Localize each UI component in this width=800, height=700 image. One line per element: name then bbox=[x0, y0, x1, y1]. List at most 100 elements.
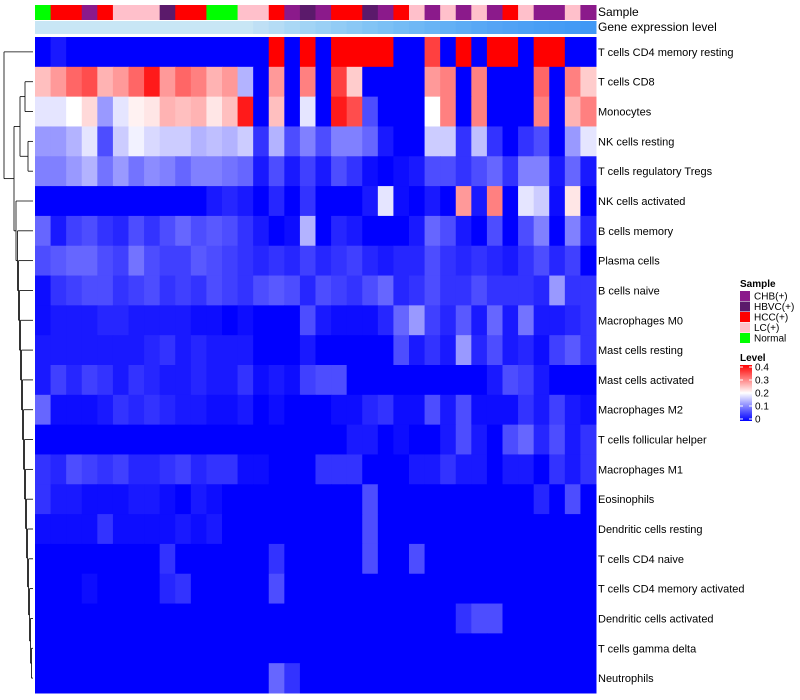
heatmap-cell bbox=[190, 543, 207, 575]
heatmap-cell bbox=[206, 215, 223, 247]
heatmap-cell bbox=[222, 543, 239, 575]
heatmap-cell bbox=[253, 305, 270, 336]
heatmap-cell bbox=[346, 603, 363, 634]
heatmap-cell bbox=[455, 37, 472, 68]
heatmap-cell bbox=[175, 603, 192, 634]
heatmap-cell bbox=[112, 215, 129, 247]
heatmap-cell bbox=[486, 126, 503, 157]
heatmap-cell bbox=[159, 484, 176, 515]
heatmap-cell bbox=[331, 603, 348, 634]
heatmap-cell bbox=[190, 156, 207, 187]
heatmap-cell bbox=[315, 156, 332, 187]
heatmap-cell bbox=[471, 96, 488, 127]
heatmap-cell bbox=[35, 543, 52, 575]
heatmap-cell bbox=[486, 96, 503, 127]
heatmap-cell bbox=[284, 186, 301, 217]
heatmap-cell bbox=[471, 603, 488, 634]
heatmap-cell bbox=[284, 305, 301, 336]
heatmap-cell bbox=[486, 245, 503, 277]
heatmap-cell bbox=[471, 305, 488, 336]
heatmap-cell bbox=[533, 37, 550, 68]
heatmap-cell bbox=[112, 96, 129, 127]
heatmap-cell bbox=[299, 573, 316, 605]
heatmap-cell bbox=[144, 663, 161, 694]
legend-label: HBVC(+) bbox=[754, 302, 794, 313]
heatmap-cell bbox=[533, 335, 550, 366]
heatmap-cell bbox=[112, 37, 129, 68]
heatmap-cell bbox=[549, 573, 566, 605]
heatmap-cell bbox=[50, 663, 67, 694]
heatmap-cell bbox=[440, 424, 457, 455]
sample-annotation-cell bbox=[377, 5, 394, 20]
heatmap-cell bbox=[159, 275, 176, 306]
heatmap-cell bbox=[440, 96, 457, 127]
heatmap-cell bbox=[175, 543, 192, 575]
heatmap-cell bbox=[284, 245, 301, 277]
heatmap-cell bbox=[253, 543, 270, 575]
heatmap-cell bbox=[81, 126, 98, 157]
heatmap-cell bbox=[564, 156, 581, 187]
heatmap-cell bbox=[222, 245, 239, 277]
heatmap-cell bbox=[315, 633, 332, 664]
expression-annotation-cell bbox=[533, 21, 550, 34]
heatmap-cell bbox=[393, 66, 410, 98]
heatmap-cell bbox=[455, 245, 472, 277]
heatmap-cell bbox=[471, 424, 488, 455]
heatmap-cell bbox=[549, 454, 566, 485]
heatmap-cell bbox=[455, 484, 472, 515]
heatmap-cell bbox=[440, 394, 457, 426]
heatmap-cell bbox=[299, 394, 316, 426]
annotation-label-sample: Sample bbox=[598, 5, 639, 19]
heatmap-cell bbox=[331, 424, 348, 455]
heatmap-cell bbox=[190, 245, 207, 277]
heatmap-cell bbox=[549, 424, 566, 455]
heatmap-cell bbox=[549, 186, 566, 217]
heatmap-cell bbox=[175, 126, 192, 157]
heatmap-cell bbox=[206, 186, 223, 217]
heatmap-cell bbox=[346, 573, 363, 605]
legend-tick-label: 0.3 bbox=[755, 376, 769, 387]
heatmap-cell bbox=[393, 305, 410, 336]
heatmap-cell bbox=[268, 633, 285, 664]
heatmap-cell bbox=[440, 365, 457, 396]
heatmap-cell bbox=[112, 484, 129, 515]
heatmap-cell bbox=[159, 573, 176, 605]
heatmap-cell bbox=[455, 603, 472, 634]
row-label: Dendritic cells activated bbox=[598, 613, 714, 625]
heatmap-cell bbox=[268, 424, 285, 455]
expression-annotation-cell bbox=[50, 21, 67, 34]
heatmap-cell bbox=[50, 96, 67, 127]
heatmap-cell bbox=[518, 275, 535, 306]
heatmap-cell bbox=[315, 335, 332, 366]
heatmap-cell bbox=[237, 275, 254, 306]
heatmap-cell bbox=[377, 126, 394, 157]
heatmap-cell bbox=[81, 663, 98, 694]
heatmap-cell bbox=[362, 37, 379, 68]
heatmap-cell bbox=[409, 424, 426, 455]
heatmap-cell bbox=[362, 215, 379, 247]
heatmap-cell bbox=[222, 335, 239, 366]
sample-annotation-cell bbox=[502, 5, 519, 20]
heatmap-cell bbox=[580, 37, 597, 68]
heatmap-cell bbox=[424, 37, 441, 68]
row-label: T cells regulatory Tregs bbox=[598, 166, 713, 178]
heatmap-cell bbox=[440, 275, 457, 306]
heatmap-cell bbox=[97, 335, 114, 366]
heatmap-cell bbox=[97, 514, 114, 545]
heatmap-cell bbox=[564, 96, 581, 127]
legend-sample-title: Sample bbox=[740, 279, 776, 290]
heatmap-cell bbox=[128, 305, 145, 336]
heatmap-cell bbox=[486, 66, 503, 98]
heatmap-cell bbox=[580, 484, 597, 515]
heatmap-cell bbox=[190, 126, 207, 157]
heatmap-cell bbox=[346, 454, 363, 485]
legend-label: LC(+) bbox=[754, 323, 779, 334]
heatmap-cell bbox=[362, 543, 379, 575]
heatmap-cell bbox=[50, 603, 67, 634]
heatmap-cell bbox=[175, 66, 192, 98]
heatmap-cell bbox=[393, 215, 410, 247]
heatmap-cell bbox=[362, 126, 379, 157]
heatmap-cell bbox=[315, 66, 332, 98]
heatmap-cell bbox=[66, 543, 83, 575]
heatmap-cell bbox=[377, 394, 394, 426]
